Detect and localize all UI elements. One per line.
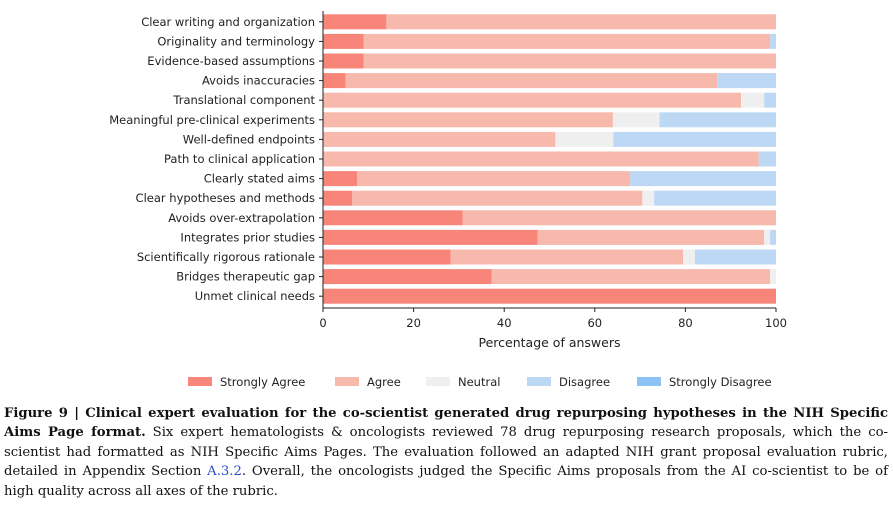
bar-segment [462, 210, 776, 226]
bar-segment [351, 190, 643, 206]
y-tick-label: Path to clinical application [164, 152, 315, 166]
y-tick-label: Clearly stated aims [204, 172, 315, 186]
bar-segment [363, 33, 771, 49]
y-tick-label: Avoids inaccuracies [202, 74, 315, 88]
legend: Strongly Agree Agree Neutral Disagree Strong… [188, 375, 772, 389]
bar-segment [741, 92, 765, 108]
bar-segment [323, 210, 463, 226]
y-tick-label: Meaningful pre-clinical experiments [109, 113, 315, 127]
legend-swatch [637, 377, 661, 386]
bar-segment [694, 249, 776, 265]
caption-label: Figure 9 | Clinical expert evaluation fo… [4, 406, 888, 441]
bar-segment [323, 33, 364, 49]
bar-segment [613, 131, 776, 147]
y-tick-label: Avoids over-extrapolation [168, 211, 315, 225]
bar-segment [717, 73, 776, 89]
y-tick-label: Clear writing and organization [141, 15, 315, 29]
legend-label: Agree [367, 375, 401, 389]
x-tick-label: 100 [765, 316, 787, 330]
bar-segment [323, 53, 364, 69]
legend-label: Strongly Disagree [669, 375, 772, 389]
legend-swatch [188, 377, 212, 386]
legend-label: Neutral [458, 375, 500, 389]
bar-segment [764, 92, 776, 108]
bar-segment [323, 229, 538, 245]
y-tick-label: Well-defined endpoints [183, 132, 315, 146]
bar-segment [323, 190, 352, 206]
legend-swatch [527, 377, 551, 386]
bar-segment [356, 171, 631, 187]
x-tick-label: 0 [319, 316, 326, 330]
x-tick-label: 40 [497, 316, 512, 330]
bar-segment [764, 229, 771, 245]
x-axis-ticks: 0 20 40 60 80 100 [319, 308, 787, 330]
bar-segment [770, 269, 776, 285]
category-labels: Clear writing and organization Originalit… [109, 15, 323, 303]
x-tick-label: 20 [406, 316, 421, 330]
x-tick-label: 60 [587, 316, 602, 330]
figure-caption: Figure 9 | Clinical expert evaluation fo… [4, 404, 888, 501]
bar-segment [642, 190, 655, 206]
bar-segment [323, 171, 357, 187]
y-tick-label: Integrates prior studies [180, 230, 315, 244]
y-tick-label: Scientifically rigorous rationale [137, 250, 315, 264]
bar-segment [323, 131, 556, 147]
bar-segment [323, 73, 346, 89]
y-tick-label: Translational component [172, 93, 315, 107]
bar-segment [537, 229, 765, 245]
bar-segment [323, 288, 776, 304]
bar-segment [323, 269, 492, 285]
bar-segment [491, 269, 771, 285]
bar-segment [770, 229, 776, 245]
y-tick-label: Unmet clinical needs [195, 289, 315, 303]
caption-text: Six expert hematologists & oncologists r… [4, 425, 888, 480]
bar-segment [363, 53, 776, 69]
bar-segment [323, 249, 451, 265]
bar-group [323, 14, 776, 304]
y-tick-label: Evidence-based assumptions [147, 54, 315, 68]
y-tick-label: Originality and terminology [157, 34, 315, 48]
bar-segment [659, 112, 776, 128]
x-tick-label: 80 [678, 316, 693, 330]
bar-segment [323, 92, 742, 108]
legend-label: Strongly Agree [220, 375, 305, 389]
legend-swatch [426, 377, 450, 386]
caption-text-end: . Overall, the oncologists judged the Sp… [4, 464, 889, 499]
legend-swatch [335, 377, 359, 386]
x-axis-label: Percentage of answers [479, 335, 621, 350]
bar-segment [323, 112, 613, 128]
bar-segment [450, 249, 684, 265]
bar-segment [612, 112, 660, 128]
bar-segment [323, 14, 387, 30]
bar-segment [555, 131, 614, 147]
bar-segment [683, 249, 695, 265]
appendix-link[interactable]: A.3.2 [207, 464, 242, 480]
y-tick-label: Bridges therapeutic gap [176, 270, 315, 284]
bar-segment [770, 33, 776, 49]
legend-label: Disagree [559, 375, 610, 389]
bar-segment [758, 151, 776, 167]
bar-segment [386, 14, 776, 30]
bar-segment [345, 73, 718, 89]
y-tick-label: Clear hypotheses and methods [136, 191, 315, 205]
bar-segment [654, 190, 776, 206]
stacked-bar-chart: Clear writing and organization Originalit… [109, 11, 787, 389]
bar-segment [323, 151, 759, 167]
bar-segment [630, 171, 776, 187]
